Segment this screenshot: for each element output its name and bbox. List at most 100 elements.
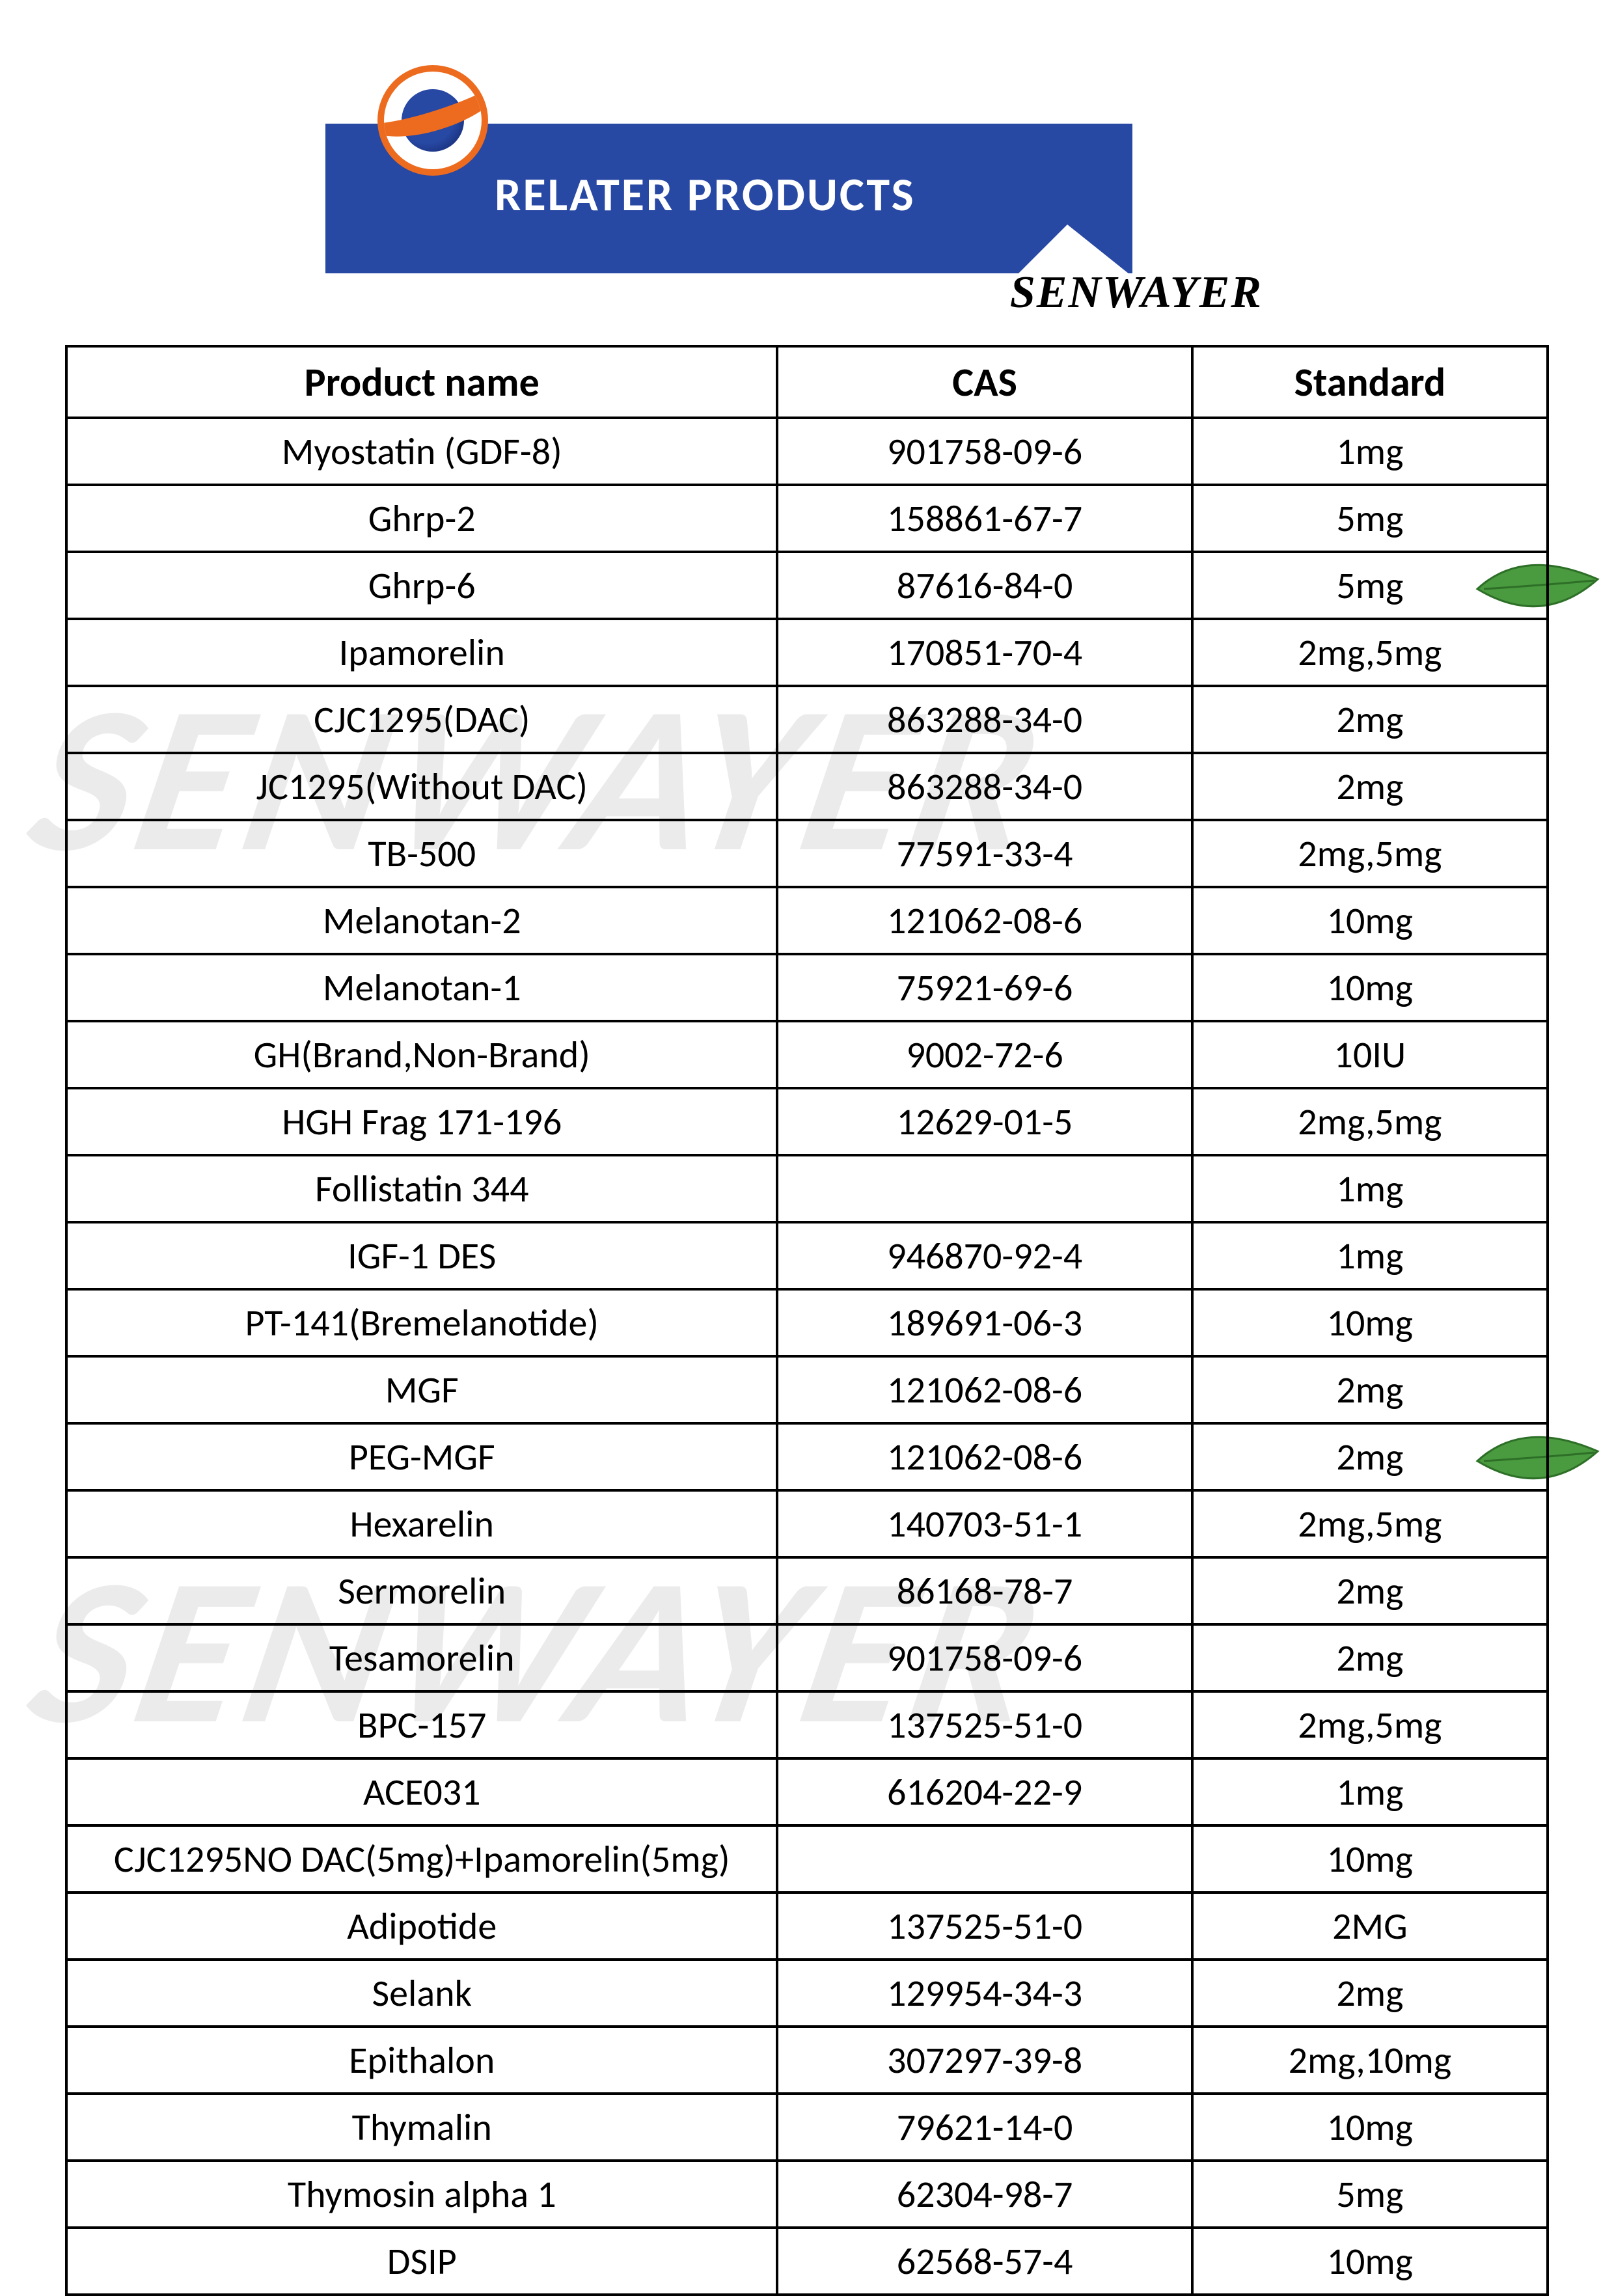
cell-standard: 2mg bbox=[1192, 686, 1548, 753]
cell-product-name: GH(Brand,Non-Brand) bbox=[66, 1021, 777, 1088]
cell-product-name: ACE031 bbox=[66, 1758, 777, 1825]
cell-cas: 137525-51-0 bbox=[777, 1691, 1192, 1758]
cell-standard: 2mg,5mg bbox=[1192, 820, 1548, 887]
cell-product-name: Myostatin (GDF-8) bbox=[66, 418, 777, 485]
cell-cas: 75921-69-6 bbox=[777, 954, 1192, 1021]
cell-standard: 1mg bbox=[1192, 1222, 1548, 1289]
cell-cas: 121062-08-6 bbox=[777, 1356, 1192, 1423]
cell-product-name: Sermorelin bbox=[66, 1557, 777, 1624]
table-row: CJC1295NO DAC(5mg)+Ipamorelin(5mg)10mg bbox=[66, 1825, 1548, 1893]
cell-standard: 10mg bbox=[1192, 887, 1548, 954]
cell-standard: 2mg,10mg bbox=[1192, 2027, 1548, 2094]
cell-product-name: TB-500 bbox=[66, 820, 777, 887]
cell-standard: 10IU bbox=[1192, 1021, 1548, 1088]
table-row: Sermorelin86168-78-72mg bbox=[66, 1557, 1548, 1624]
cell-cas bbox=[777, 1825, 1192, 1893]
banner-title: RELATER PRODUCTS bbox=[495, 166, 916, 223]
table-header-row: Product name CAS Standard bbox=[66, 346, 1548, 418]
cell-cas: 307297-39-8 bbox=[777, 2027, 1192, 2094]
cell-product-name: Selank bbox=[66, 1960, 777, 2027]
cell-product-name: PT-141(Bremelanotide) bbox=[66, 1289, 777, 1356]
cell-product-name: IGF-1 DES bbox=[66, 1222, 777, 1289]
cell-standard: 2mg bbox=[1192, 1356, 1548, 1423]
cell-cas: 9002-72-6 bbox=[777, 1021, 1192, 1088]
brand-name: SENWAYER bbox=[1010, 267, 1263, 319]
table-row: MGF121062-08-62mg bbox=[66, 1356, 1548, 1423]
cell-cas: 79621-14-0 bbox=[777, 2094, 1192, 2161]
table-row: IGF-1 DES946870-92-41mg bbox=[66, 1222, 1548, 1289]
cell-product-name: Thymosin alpha 1 bbox=[66, 2161, 777, 2228]
table-row: Selank129954-34-32mg bbox=[66, 1960, 1548, 2027]
cell-product-name: CJC1295(DAC) bbox=[66, 686, 777, 753]
table-row: Hexarelin140703-51-12mg,5mg bbox=[66, 1490, 1548, 1557]
cell-standard: 2mg,5mg bbox=[1192, 619, 1548, 686]
cell-product-name: Hexarelin bbox=[66, 1490, 777, 1557]
cell-cas bbox=[777, 1155, 1192, 1222]
cell-cas: 170851-70-4 bbox=[777, 619, 1192, 686]
cell-standard: 2mg bbox=[1192, 1624, 1548, 1691]
cell-cas: 189691-06-3 bbox=[777, 1289, 1192, 1356]
cell-standard: 2mg,5mg bbox=[1192, 1088, 1548, 1155]
cell-product-name: Melanotan-2 bbox=[66, 887, 777, 954]
cell-cas: 62568-57-4 bbox=[777, 2228, 1192, 2295]
table-row: PT-141(Bremelanotide)189691-06-310mg bbox=[66, 1289, 1548, 1356]
table-row: Thymalin79621-14-010mg bbox=[66, 2094, 1548, 2161]
table-row: DSIP62568-57-410mg bbox=[66, 2228, 1548, 2295]
logo-icon bbox=[377, 65, 488, 176]
table-row: Melanotan-175921-69-610mg bbox=[66, 954, 1548, 1021]
cell-product-name: Tesamorelin bbox=[66, 1624, 777, 1691]
table-row: Melanotan-2121062-08-610mg bbox=[66, 887, 1548, 954]
table-row: Follistatin 3441mg bbox=[66, 1155, 1548, 1222]
cell-product-name: Adipotide bbox=[66, 1893, 777, 1960]
products-table-wrap: Product name CAS Standard Myostatin (GDF… bbox=[65, 345, 1549, 2296]
table-row: Ghrp-687616-84-05mg bbox=[66, 552, 1548, 619]
cell-cas: 901758-09-6 bbox=[777, 1624, 1192, 1691]
cell-product-name: Thymalin bbox=[66, 2094, 777, 2161]
products-table: Product name CAS Standard Myostatin (GDF… bbox=[65, 345, 1549, 2296]
cell-cas: 140703-51-1 bbox=[777, 1490, 1192, 1557]
cell-cas: 87616-84-0 bbox=[777, 552, 1192, 619]
cell-cas: 12629-01-5 bbox=[777, 1088, 1192, 1155]
cell-standard: 2MG bbox=[1192, 1893, 1548, 1960]
table-row: ACE031616204-22-91mg bbox=[66, 1758, 1548, 1825]
cell-standard: 2mg,5mg bbox=[1192, 1490, 1548, 1557]
cell-cas: 863288-34-0 bbox=[777, 686, 1192, 753]
cell-standard: 10mg bbox=[1192, 1289, 1548, 1356]
cell-product-name: JC1295(Without DAC) bbox=[66, 753, 777, 820]
cell-cas: 86168-78-7 bbox=[777, 1557, 1192, 1624]
col-header-cas: CAS bbox=[777, 346, 1192, 418]
cell-standard: 2mg bbox=[1192, 1960, 1548, 2027]
table-row: CJC1295(DAC)863288-34-02mg bbox=[66, 686, 1548, 753]
table-row: JC1295(Without DAC)863288-34-02mg bbox=[66, 753, 1548, 820]
table-row: Myostatin (GDF-8)901758-09-61mg bbox=[66, 418, 1548, 485]
cell-standard: 2mg,5mg bbox=[1192, 1691, 1548, 1758]
cell-standard: 10mg bbox=[1192, 2094, 1548, 2161]
table-row: PEG-MGF121062-08-62mg bbox=[66, 1423, 1548, 1490]
cell-product-name: PEG-MGF bbox=[66, 1423, 777, 1490]
cell-product-name: DSIP bbox=[66, 2228, 777, 2295]
cell-product-name: Ipamorelin bbox=[66, 619, 777, 686]
table-row: TB-50077591-33-42mg,5mg bbox=[66, 820, 1548, 887]
cell-cas: 616204-22-9 bbox=[777, 1758, 1192, 1825]
table-row: BPC-157137525-51-02mg,5mg bbox=[66, 1691, 1548, 1758]
cell-standard: 10mg bbox=[1192, 2228, 1548, 2295]
cell-standard: 1mg bbox=[1192, 1758, 1548, 1825]
cell-product-name: Epithalon bbox=[66, 2027, 777, 2094]
cell-cas: 946870-92-4 bbox=[777, 1222, 1192, 1289]
cell-product-name: CJC1295NO DAC(5mg)+Ipamorelin(5mg) bbox=[66, 1825, 777, 1893]
table-row: Tesamorelin901758-09-62mg bbox=[66, 1624, 1548, 1691]
cell-standard: 2mg bbox=[1192, 1423, 1548, 1490]
cell-cas: 77591-33-4 bbox=[777, 820, 1192, 887]
table-row: HGH Frag 171-19612629-01-52mg,5mg bbox=[66, 1088, 1548, 1155]
cell-product-name: BPC-157 bbox=[66, 1691, 777, 1758]
table-row: Adipotide137525-51-02MG bbox=[66, 1893, 1548, 1960]
cell-cas: 62304-98-7 bbox=[777, 2161, 1192, 2228]
cell-cas: 121062-08-6 bbox=[777, 887, 1192, 954]
cell-standard: 2mg bbox=[1192, 753, 1548, 820]
cell-cas: 863288-34-0 bbox=[777, 753, 1192, 820]
cell-standard: 10mg bbox=[1192, 954, 1548, 1021]
cell-standard: 2mg bbox=[1192, 1557, 1548, 1624]
cell-product-name: Melanotan-1 bbox=[66, 954, 777, 1021]
cell-cas: 901758-09-6 bbox=[777, 418, 1192, 485]
cell-standard: 5mg bbox=[1192, 552, 1548, 619]
